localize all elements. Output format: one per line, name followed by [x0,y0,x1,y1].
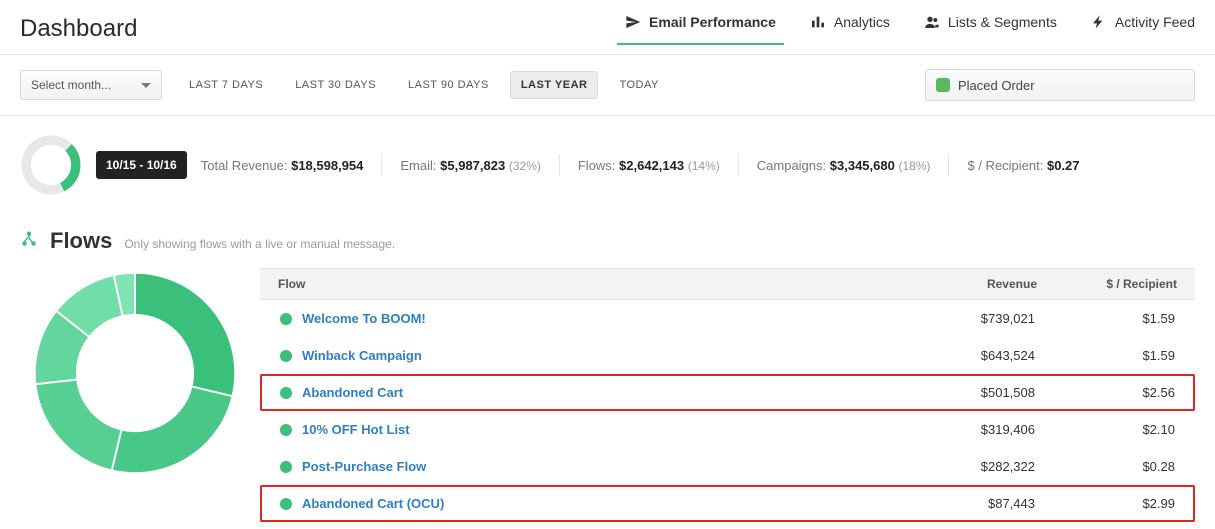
status-dot-icon [280,498,292,510]
top-nav: Dashboard Email Performance Analytics List… [0,0,1215,55]
flows-section: Flows Only showing flows with a live or … [0,222,1215,522]
flow-rpr: $2.56 [1035,385,1175,400]
col-flow: Flow [278,277,897,291]
flow-link[interactable]: Abandoned Cart [280,385,895,400]
flow-revenue: $87,443 [895,496,1035,511]
flow-row: Winback Campaign $643,524 $1.59 [260,337,1195,374]
flows-subtitle: Only showing flows with a live or manual… [124,237,395,251]
flow-link[interactable]: Abandoned Cart (OCU) [280,496,895,511]
shopify-icon [936,78,950,92]
flow-name: Abandoned Cart [302,385,403,400]
status-dot-icon [280,461,292,473]
flow-link[interactable]: 10% OFF Hot List [280,422,895,437]
tab-lists-segments[interactable]: Lists & Segments [924,14,1057,44]
flow-row: Welcome To BOOM! $739,021 $1.59 [260,300,1195,337]
stat-recipient: $ / Recipient: $0.27 [967,158,1079,173]
flows-table: Flow Revenue $ / Recipient Welcome To BO… [260,268,1195,522]
flow-rpr: $2.10 [1035,422,1175,437]
range-last-year[interactable]: LAST YEAR [510,71,599,99]
range-last-7-days[interactable]: LAST 7 DAYS [178,71,274,99]
date-range-buttons: LAST 7 DAYS LAST 30 DAYS LAST 90 DAYS LAST … [178,71,670,99]
tab-label: Lists & Segments [948,14,1057,30]
range-last-30-days[interactable]: LAST 30 DAYS [284,71,387,99]
flows-icon [20,230,38,251]
stat-email: Email: $5,987,823 (32%) [400,158,540,173]
divider [738,154,739,176]
flow-row: Abandoned Cart (OCU) $87,443 $2.99 [260,485,1195,522]
flow-row: Abandoned Cart $501,508 $2.56 [260,374,1195,411]
flow-name: Abandoned Cart (OCU) [302,496,444,511]
flow-name: 10% OFF Hot List [302,422,410,437]
col-revenue: Revenue [897,277,1037,291]
status-dot-icon [280,313,292,325]
filter-bar: Select month... LAST 7 DAYSLAST 30 DAYSL… [0,55,1215,116]
flow-revenue: $319,406 [895,422,1035,437]
tab-activity-feed[interactable]: Activity Feed [1091,14,1195,44]
metric-select-label: Placed Order [958,78,1035,93]
chevron-down-icon [141,83,151,93]
flow-name: Post-Purchase Flow [302,459,426,474]
summary-donut [20,134,82,196]
date-range-chip: 10/15 - 10/16 [96,151,187,179]
flow-name: Winback Campaign [302,348,422,363]
flow-revenue: $643,524 [895,348,1035,363]
flow-rpr: $0.28 [1035,459,1175,474]
stats-line: Total Revenue: $18,598,954 Email: $5,987… [201,154,1080,176]
tab-analytics[interactable]: Analytics [810,14,890,44]
divider [948,154,949,176]
page-title: Dashboard [20,15,137,43]
flow-rpr: $2.99 [1035,496,1175,511]
status-dot-icon [280,424,292,436]
col-rpr: $ / Recipient [1037,277,1177,291]
tab-email-performance[interactable]: Email Performance [625,14,776,44]
flows-header: Flows Only showing flows with a live or … [20,228,1195,254]
month-select-label: Select month... [31,78,111,92]
flow-revenue: $501,508 [895,385,1035,400]
stat-total-revenue: Total Revenue: $18,598,954 [201,158,364,173]
flows-title: Flows [50,228,112,254]
flow-link[interactable]: Winback Campaign [280,348,895,363]
range-today[interactable]: TODAY [608,71,669,99]
bar-chart-icon [810,14,826,30]
range-last-90-days[interactable]: LAST 90 DAYS [397,71,500,99]
flows-table-header: Flow Revenue $ / Recipient [260,268,1195,300]
flow-row: Post-Purchase Flow $282,322 $0.28 [260,448,1195,485]
flow-name: Welcome To BOOM! [302,311,426,326]
divider [381,154,382,176]
bolt-icon [1091,14,1107,30]
metric-select[interactable]: Placed Order [925,69,1195,101]
tab-label: Activity Feed [1115,14,1195,30]
month-select[interactable]: Select month... [20,70,162,100]
flow-rpr: $1.59 [1035,348,1175,363]
flows-donut-wrap [20,268,250,478]
users-icon [924,14,940,30]
flow-rpr: $1.59 [1035,311,1175,326]
donut-slice[interactable] [135,273,235,396]
flow-link[interactable]: Welcome To BOOM! [280,311,895,326]
status-dot-icon [280,387,292,399]
donut-slice[interactable] [112,386,233,473]
divider [559,154,560,176]
paper-plane-icon [625,14,641,30]
flows-donut-chart [30,268,240,478]
stat-campaigns: Campaigns: $3,345,680 (18%) [757,158,931,173]
flow-row: 10% OFF Hot List $319,406 $2.10 [260,411,1195,448]
stat-flows: Flows: $2,642,143 (14%) [578,158,720,173]
flow-revenue: $739,021 [895,311,1035,326]
summary-stats: 10/15 - 10/16 Total Revenue: $18,598,954… [0,116,1215,222]
tab-label: Email Performance [649,14,776,30]
status-dot-icon [280,350,292,362]
nav-tabs: Email Performance Analytics Lists & Segmen… [625,14,1195,44]
donut-slice[interactable] [35,379,121,470]
flow-revenue: $282,322 [895,459,1035,474]
flow-link[interactable]: Post-Purchase Flow [280,459,895,474]
tab-label: Analytics [834,14,890,30]
